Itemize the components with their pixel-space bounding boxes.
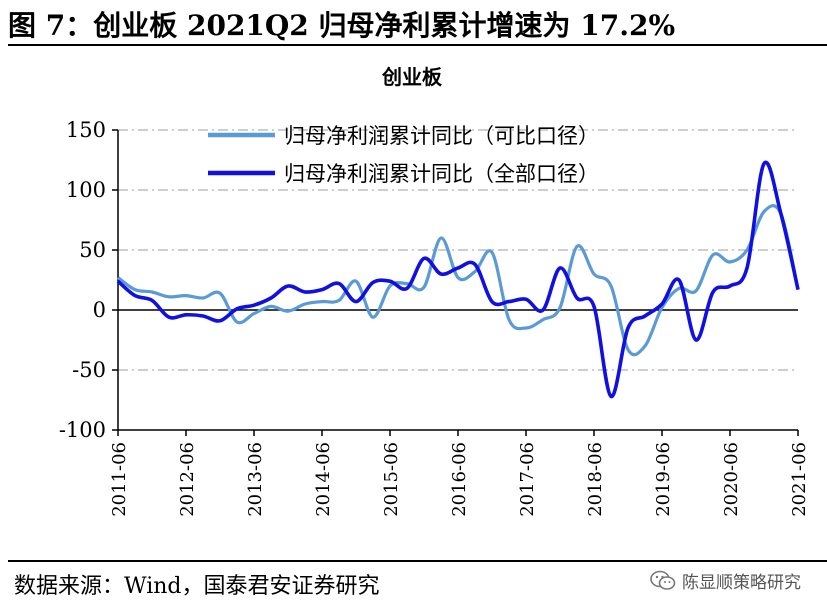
x-tick-label: 2012-06 <box>177 442 198 517</box>
series-line-1 <box>117 204 800 357</box>
grid-layer <box>118 129 798 371</box>
line-chart: 创业板 -100 -50 0 50 100 150 2011-06 2012-06 2013-0… <box>59 65 810 517</box>
x-tick-label: 2018-06 <box>585 442 606 517</box>
legend-label-1: 归母净利润累计同比（可比口径） <box>284 124 599 148</box>
chart-title: 创业板 <box>381 65 443 89</box>
x-tick-label: 2021-06 <box>789 442 810 517</box>
y-tick-label: 100 <box>66 178 106 202</box>
bottom-rule <box>8 560 827 562</box>
legend-label-2: 归母净利润累计同比（全部口径） <box>284 162 599 186</box>
x-tick-label: 2011-06 <box>109 442 130 517</box>
axis-layer: -100 -50 0 50 100 150 2011-06 2012-06 2013-06 201… <box>59 118 810 517</box>
x-tick-label: 2014-06 <box>313 442 334 517</box>
x-tick-label: 2013-06 <box>245 442 266 517</box>
figure-title: 图 7：创业板 2021Q2 归母净利累计增速为 17.2% <box>8 9 676 42</box>
series-line-2 <box>116 160 800 399</box>
x-tick-label: 2019-06 <box>653 442 674 517</box>
y-tick-label: 50 <box>79 238 106 262</box>
wechat-icon <box>650 570 676 590</box>
x-tick-label: 2017-06 <box>517 442 538 517</box>
series-layer <box>116 160 800 399</box>
watermark: 陈显顺策略研究 <box>650 568 801 593</box>
y-tick-label: -100 <box>59 418 106 442</box>
y-tick-label: -50 <box>72 358 106 382</box>
y-tick-label: 0 <box>93 298 106 322</box>
watermark-text: 陈显顺策略研究 <box>682 573 801 593</box>
legend: 归母净利润累计同比（可比口径） 归母净利润累计同比（全部口径） <box>208 124 599 186</box>
source-note: 数据来源：Wind，国泰君安证券研究 <box>14 574 380 599</box>
x-tick-label: 2016-06 <box>449 442 470 517</box>
top-rule <box>8 44 827 46</box>
x-tick-label: 2015-06 <box>381 442 402 517</box>
x-tick-label: 2020-06 <box>721 442 742 517</box>
y-tick-label: 150 <box>66 118 106 142</box>
